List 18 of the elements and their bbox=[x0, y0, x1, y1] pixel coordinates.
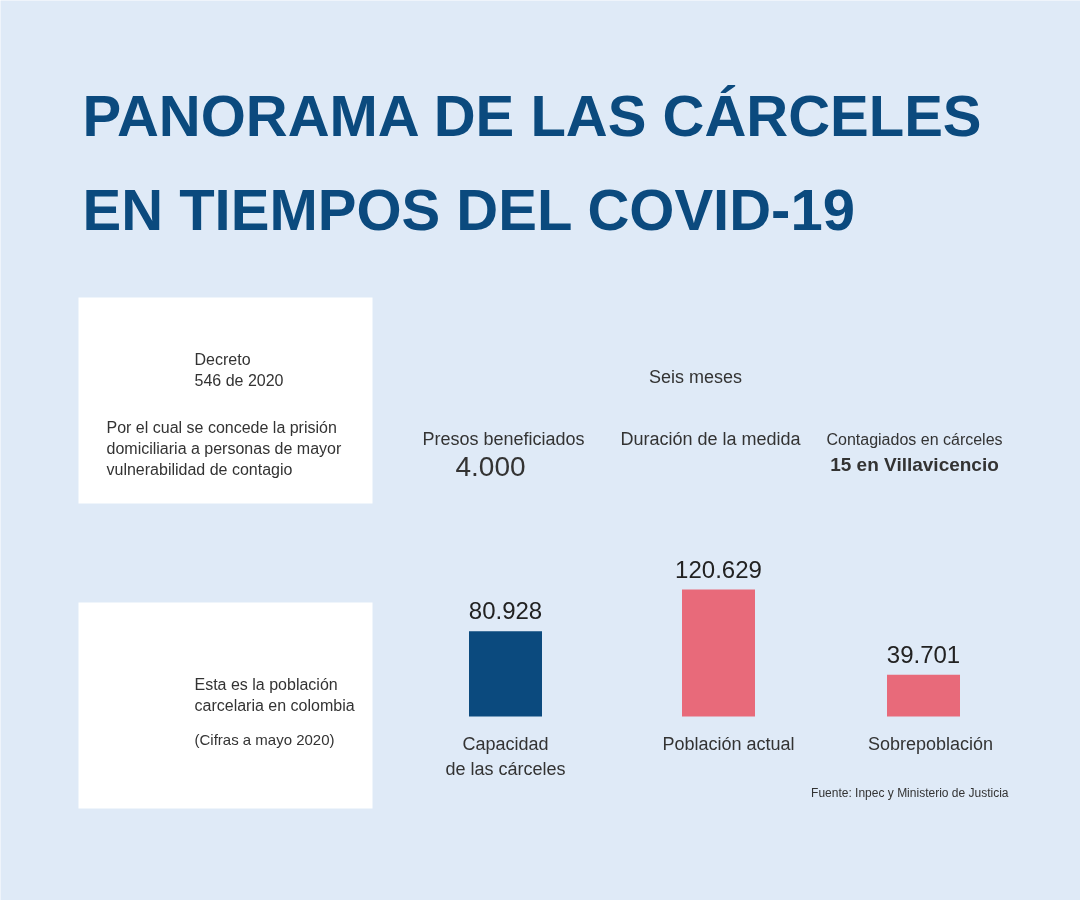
data-label: 39.701 bbox=[886, 640, 961, 668]
x-tick-label: Población actual bbox=[662, 733, 795, 754]
data-label: 80.928 bbox=[468, 597, 543, 625]
data-label: 120.629 bbox=[675, 555, 762, 583]
text: Contagiados en cárceles bbox=[826, 430, 1003, 448]
text: (Cifras a mayo 2020) bbox=[194, 730, 335, 748]
text: Seis meses bbox=[648, 366, 743, 387]
text: 4.000 bbox=[455, 450, 526, 482]
x-tick-label: Sobrepoblación bbox=[867, 733, 994, 754]
text: Presos beneficiados bbox=[422, 428, 585, 449]
text: 15 en Villavicencio bbox=[830, 453, 999, 475]
text: Decreto 546 de 2020 bbox=[194, 350, 284, 389]
text: Esta es la población carcelaria en colombia bbox=[194, 675, 355, 714]
text: Duración de la medida bbox=[620, 428, 802, 449]
source-note: Fuente: Inpec y Ministerio de Justicia bbox=[811, 785, 1009, 800]
text: Por el cual se concede la prisión domiciliaria a personas de mayor vulnerabilidad de contagio bbox=[106, 418, 342, 478]
text: PANORAMA DE LAS CÁRCELES EN TIEMPOS DEL COVID-19 bbox=[82, 82, 982, 242]
x-tick-label: Capacidad de las cárceles bbox=[445, 733, 566, 779]
